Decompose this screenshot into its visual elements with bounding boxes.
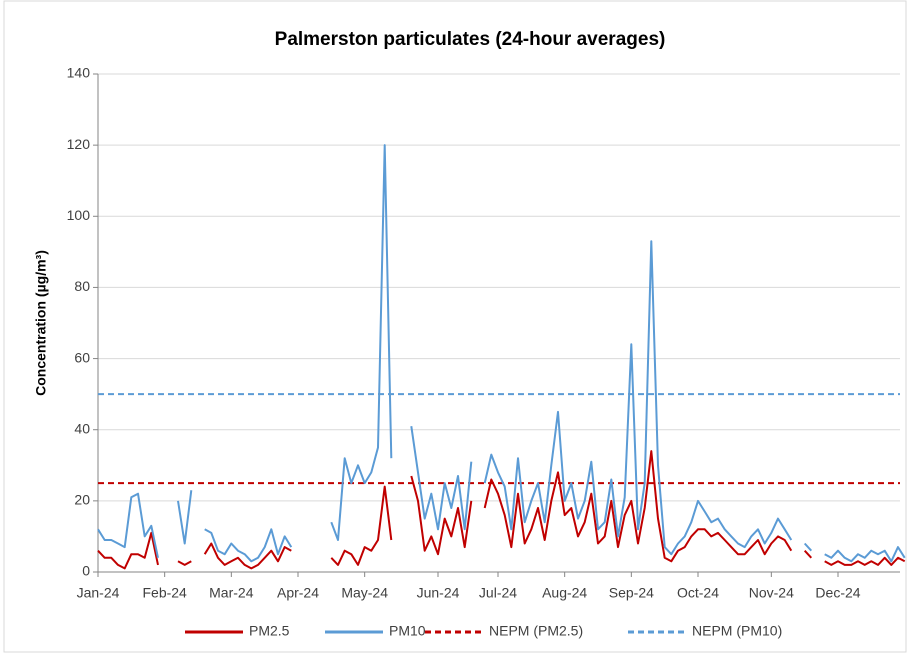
x-tick-label: Nov-24 xyxy=(749,585,794,601)
series-line xyxy=(483,240,793,556)
series-line xyxy=(177,560,192,566)
series-line xyxy=(483,450,793,563)
x-tick-label: Feb-24 xyxy=(142,585,187,601)
x-tick-label: Mar-24 xyxy=(209,585,254,601)
series-line xyxy=(203,542,292,570)
series-line xyxy=(824,556,906,566)
x-tick-label: Sep-24 xyxy=(609,585,654,601)
x-tick-label: Jun-24 xyxy=(417,585,460,601)
y-tick-label: 40 xyxy=(74,420,90,436)
x-tick-label: Jan-24 xyxy=(77,585,120,601)
y-tick-label: 60 xyxy=(74,349,90,365)
x-tick-label: Aug-24 xyxy=(542,585,587,601)
y-tick-label: 0 xyxy=(82,563,90,579)
chart-title: Palmerston particulates (24-hour average… xyxy=(275,29,666,50)
series-line xyxy=(97,492,159,559)
x-tick-label: Apr-24 xyxy=(277,585,319,601)
x-tick-label: May-24 xyxy=(341,585,388,601)
series-line xyxy=(177,490,193,545)
legend-label: PM10 xyxy=(389,623,426,639)
series-line xyxy=(824,546,906,563)
series-line xyxy=(410,475,473,556)
series-line xyxy=(803,542,813,552)
series-line xyxy=(97,531,159,570)
x-tick-label: Dec-24 xyxy=(815,585,860,601)
y-tick-label: 100 xyxy=(67,207,91,223)
y-axis-label: Concentration (µg/m³) xyxy=(33,250,49,396)
y-tick-label: 120 xyxy=(67,136,91,152)
x-tick-label: Oct-24 xyxy=(677,585,719,601)
series-line xyxy=(410,426,473,531)
series-line xyxy=(204,528,293,563)
legend-label: NEPM (PM2.5) xyxy=(489,623,583,639)
legend-label: NEPM (PM10) xyxy=(692,623,782,639)
x-tick-label: Jul-24 xyxy=(479,585,517,601)
series-line xyxy=(330,144,393,541)
series-line xyxy=(330,485,393,566)
legend-label: PM2.5 xyxy=(249,623,290,639)
y-tick-label: 80 xyxy=(74,278,90,294)
y-tick-label: 140 xyxy=(67,65,91,81)
series-line xyxy=(803,550,813,559)
y-tick-label: 20 xyxy=(74,492,90,508)
